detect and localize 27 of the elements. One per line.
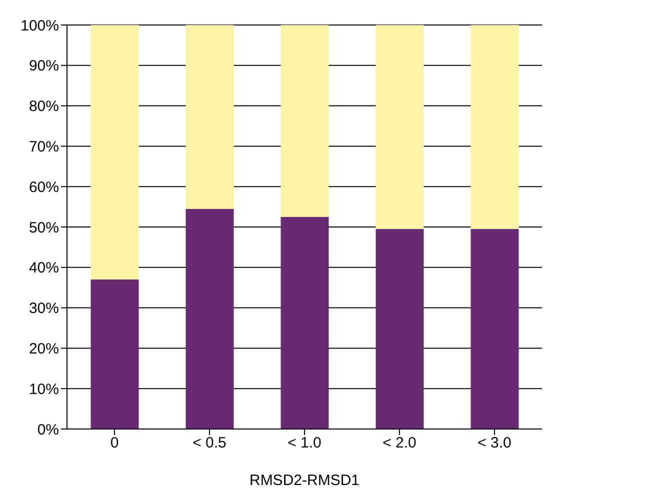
bar <box>470 229 519 429</box>
x-tick-label: < 0.5 <box>192 434 226 452</box>
y-tick-label: 80% <box>28 98 59 116</box>
y-tick-label: 40% <box>28 260 59 277</box>
y-tick-label: 50% <box>28 219 59 236</box>
y-tick-label: 90% <box>28 58 59 75</box>
bar <box>90 280 139 429</box>
x-tick-label: < 2.0 <box>382 434 416 452</box>
y-tick-label: 100% <box>20 17 59 34</box>
bar <box>280 25 329 217</box>
bar <box>186 208 234 429</box>
bar <box>186 25 234 209</box>
bar <box>280 216 329 429</box>
bar <box>376 25 424 230</box>
x-axis-title: RMSD2-RMSD1 <box>249 472 360 489</box>
bar <box>376 229 424 429</box>
x-tick-label: < 1.0 <box>288 434 322 452</box>
bar <box>470 25 519 230</box>
y-tick-label: 70% <box>28 138 59 156</box>
x-tick-label: 0 <box>110 434 119 452</box>
y-tick-label: 0% <box>37 421 59 438</box>
y-tick-label: 60% <box>28 178 59 196</box>
y-tick-label: 10% <box>28 380 59 398</box>
y-tick-label: 30% <box>28 300 59 318</box>
y-tick-label: 20% <box>28 340 59 358</box>
bar <box>90 25 139 280</box>
x-tick-label: < 3.0 <box>478 434 512 452</box>
